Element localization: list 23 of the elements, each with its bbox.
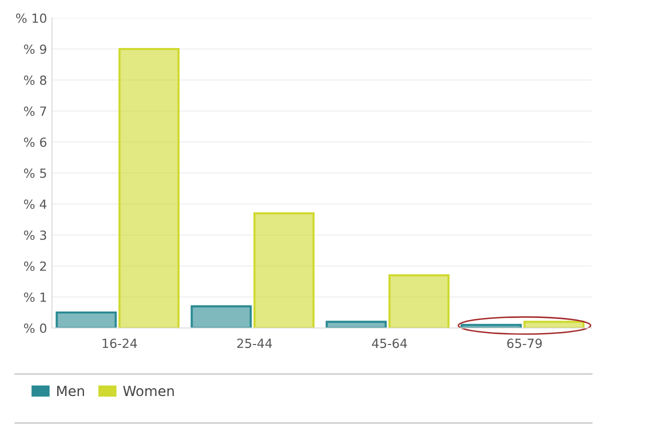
y-tick-label: % 0 xyxy=(24,323,46,333)
bar xyxy=(253,212,315,328)
y-tick-label: % 9 xyxy=(24,44,46,54)
legend-label: Men xyxy=(57,386,84,396)
bar xyxy=(118,48,180,328)
y-tick-label: % 10 xyxy=(16,13,46,23)
x-tick-label: 25-44 xyxy=(237,338,272,348)
bar xyxy=(326,320,387,328)
bar xyxy=(388,274,450,328)
y-tick-label: % 6 xyxy=(24,137,46,147)
legend-label: Women xyxy=(123,386,174,396)
x-tick-label: 45-64 xyxy=(372,338,407,348)
y-tick-label: % 1 xyxy=(24,292,46,302)
y-tick-label: % 8 xyxy=(24,75,46,85)
x-tick-label: 16-24 xyxy=(102,338,137,348)
y-tick-label: % 5 xyxy=(24,168,46,178)
bar xyxy=(56,311,117,328)
y-tick-label: % 7 xyxy=(24,106,46,116)
y-tick-label: % 4 xyxy=(24,199,46,209)
bar xyxy=(190,305,252,328)
x-tick-label: 65-79 xyxy=(507,338,542,348)
y-tick-label: % 3 xyxy=(24,230,46,240)
y-tick-label: % 2 xyxy=(24,261,46,271)
